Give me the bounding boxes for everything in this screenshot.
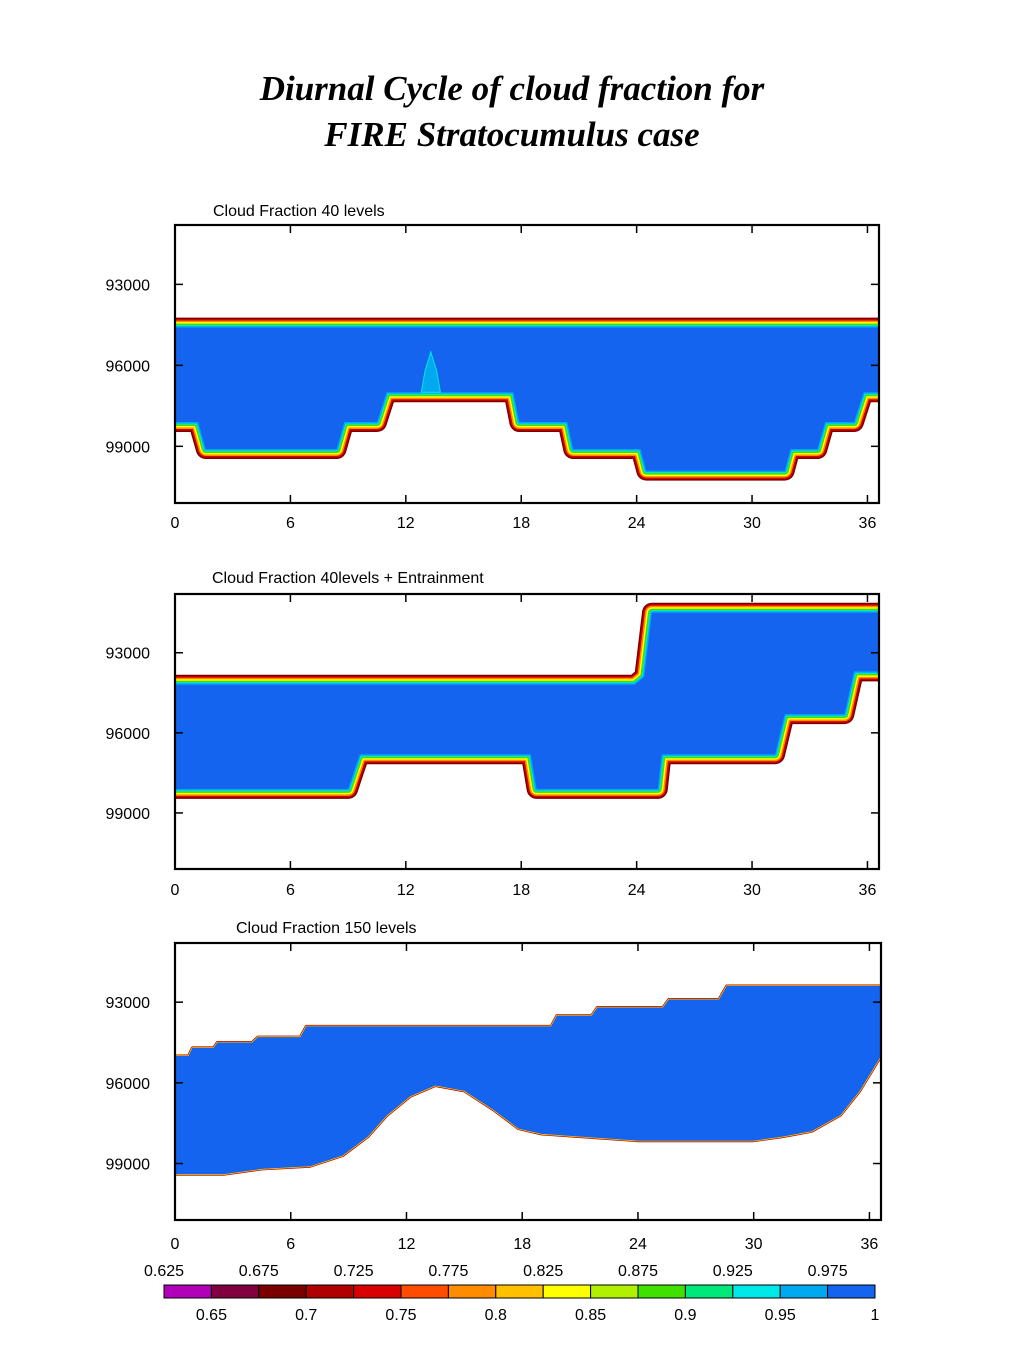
colorbar-swatch (258, 1284, 307, 1299)
x-tick-label: 18 (513, 1236, 531, 1253)
x-tick-label: 0 (171, 1236, 180, 1253)
x-tick-label: 12 (397, 515, 415, 532)
colorbar-swatch (637, 1284, 686, 1299)
cloud-fraction-panel-1: Cloud Fraction 40 levels 0 6 12 18 24 30 36 9300… (106, 203, 881, 532)
y-tick-label: 96000 (106, 358, 151, 375)
y-tick-label: 96000 (106, 726, 151, 743)
colorbar-label: 1 (871, 1307, 880, 1324)
plot-frame (173, 941, 883, 1222)
cloud-body (175, 612, 879, 789)
colorbar-swatch (163, 1284, 212, 1299)
colorbar-swatch (684, 1284, 734, 1299)
colorbar-label: 0.925 (713, 1263, 753, 1280)
colorbar-label: 0.725 (334, 1263, 374, 1280)
plot-frame (173, 223, 881, 505)
y-tick-label: 93000 (106, 995, 151, 1012)
colorbar-swatch (590, 1284, 639, 1299)
colorbar-swatch (495, 1284, 544, 1299)
cloud-body (175, 327, 879, 471)
colorbar-swatch (353, 1284, 402, 1299)
x-tick-label: 6 (286, 882, 295, 899)
colorbar-label: 0.85 (575, 1307, 606, 1324)
y-tick-label: 99000 (106, 806, 151, 823)
colorbar-swatch (400, 1284, 449, 1299)
x-tick-label: 6 (286, 1236, 295, 1253)
cloud-fraction-panel-3: Cloud Fraction 150 levels 0 6 12 18 24 30 36 930… (106, 920, 883, 1253)
colorbar-label: 0.75 (385, 1307, 416, 1324)
colorbar-label: 0.775 (428, 1263, 468, 1280)
x-tick-label: 24 (629, 1236, 647, 1253)
x-tick-label: 0 (171, 882, 180, 899)
y-tick-label: 99000 (106, 1157, 151, 1174)
y-tick-label: 93000 (106, 277, 151, 294)
colorbar-swatch (542, 1284, 592, 1299)
cloud-fraction-panel-2: Cloud Fraction 40levels + Entrainment 0 6 1… (106, 570, 881, 899)
colorbar-label: 0.875 (618, 1263, 658, 1280)
panel-title: Cloud Fraction 40levels + Entrainment (212, 570, 484, 587)
colorbar-swatch (305, 1284, 355, 1299)
main-title-line-1: Diurnal Cycle of cloud fraction for (259, 69, 765, 108)
y-tick-label: 96000 (106, 1076, 151, 1093)
colorbar-label: 0.8 (485, 1307, 507, 1324)
colorbar-label: 0.65 (196, 1307, 227, 1324)
panel-title: Cloud Fraction 40 levels (213, 203, 385, 220)
colorbar-label: 0.95 (765, 1307, 796, 1324)
colorbar-swatch (779, 1284, 829, 1299)
x-tick-label: 36 (859, 515, 877, 532)
x-tick-label: 30 (745, 1236, 763, 1253)
x-tick-label: 0 (171, 515, 180, 532)
y-tick-label: 93000 (106, 646, 151, 663)
colorbar-label: 0.9 (674, 1307, 696, 1324)
x-tick-label: 12 (398, 1236, 416, 1253)
cloud-bump (420, 350, 441, 393)
x-tick-label: 18 (512, 515, 530, 532)
main-title: Diurnal Cycle of cloud fraction for FIRE… (0, 66, 1024, 158)
colorbar: 0.625 0.675 0.725 0.775 0.825 0.875 0.925 0.975… (144, 1263, 880, 1324)
colorbar-swatch (210, 1284, 260, 1299)
colorbar-label: 0.825 (523, 1263, 563, 1280)
x-tick-label: 30 (743, 515, 761, 532)
panel-title: Cloud Fraction 150 levels (236, 920, 417, 937)
x-tick-label: 24 (628, 882, 646, 899)
plot-frame (173, 592, 881, 871)
main-title-line-2: FIRE Stratocumulus case (324, 115, 700, 154)
cloud-body (175, 986, 881, 1175)
x-tick-label: 36 (859, 882, 877, 899)
colorbar-label: 0.7 (295, 1307, 317, 1324)
x-tick-label: 24 (628, 515, 646, 532)
x-tick-label: 36 (861, 1236, 879, 1253)
x-tick-label: 30 (743, 882, 761, 899)
colorbar-swatch (447, 1284, 497, 1299)
colorbar-label: 0.975 (808, 1263, 848, 1280)
colorbar-label: 0.625 (144, 1263, 184, 1280)
y-tick-label: 99000 (106, 439, 151, 456)
x-tick-label: 12 (397, 882, 415, 899)
x-tick-label: 6 (286, 515, 295, 532)
x-tick-label: 18 (512, 882, 530, 899)
colorbar-swatch (732, 1284, 781, 1299)
colorbar-label: 0.675 (239, 1263, 279, 1280)
colorbar-swatch (827, 1284, 876, 1299)
